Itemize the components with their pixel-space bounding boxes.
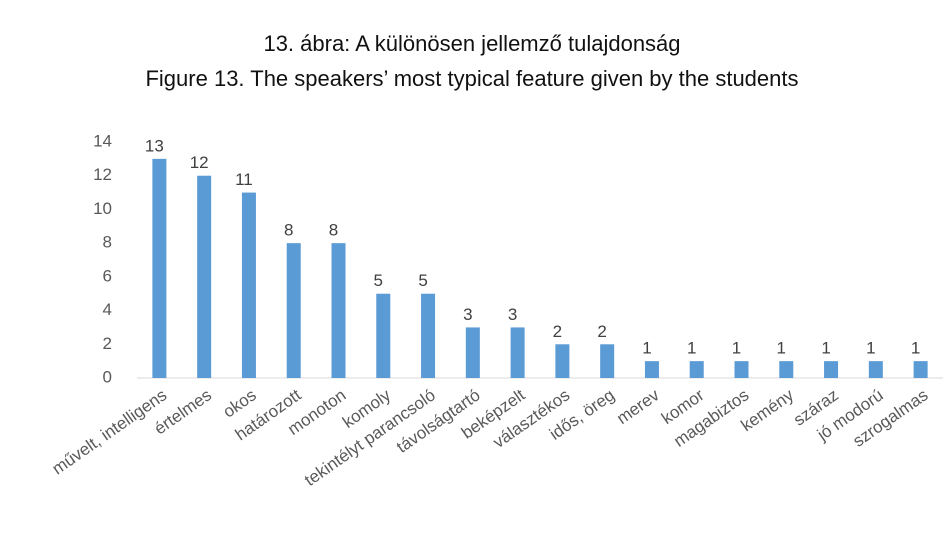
data-label: 12 xyxy=(190,153,209,172)
bar xyxy=(689,361,704,378)
data-label: 8 xyxy=(329,221,338,240)
data-label: 13 xyxy=(145,136,164,155)
data-label: 1 xyxy=(911,339,920,358)
bar xyxy=(644,361,659,378)
data-label: 1 xyxy=(642,339,651,358)
bar xyxy=(197,175,212,378)
data-label: 1 xyxy=(821,339,830,358)
data-label: 1 xyxy=(687,339,696,358)
bar xyxy=(286,243,301,378)
bar xyxy=(913,361,928,378)
bar xyxy=(779,361,794,378)
data-label: 1 xyxy=(777,339,786,358)
bar xyxy=(510,327,525,378)
data-label: 2 xyxy=(597,322,606,341)
y-tick-label: 14 xyxy=(93,131,112,150)
bar xyxy=(734,361,749,378)
data-label: 1 xyxy=(732,339,741,358)
bar xyxy=(421,293,436,378)
y-tick-label: 6 xyxy=(103,266,112,285)
bar xyxy=(465,327,480,378)
bar xyxy=(376,293,391,378)
y-tick-label: 10 xyxy=(93,199,112,218)
data-label: 3 xyxy=(508,305,517,324)
data-label: 11 xyxy=(235,170,253,189)
data-label: 5 xyxy=(418,271,427,290)
y-tick-label: 8 xyxy=(103,233,112,252)
data-label: 8 xyxy=(284,221,293,240)
bar xyxy=(241,192,256,378)
bar xyxy=(600,344,615,378)
bar xyxy=(555,344,570,378)
x-tick-label: merev xyxy=(613,385,663,428)
y-tick-label: 4 xyxy=(103,300,112,319)
chart-title: 13. ábra: A különösen jellemző tulajdons… xyxy=(263,31,680,56)
y-tick-label: 2 xyxy=(103,334,112,353)
bar xyxy=(868,361,883,378)
y-tick-label: 12 xyxy=(93,165,112,184)
data-label: 5 xyxy=(374,271,383,290)
data-label: 3 xyxy=(463,305,472,324)
chart-subtitle: Figure 13. The speakers’ most typical fe… xyxy=(145,66,798,91)
x-tick-label: művelt, intelligens xyxy=(49,385,171,478)
bar xyxy=(824,361,839,378)
y-tick-label: 0 xyxy=(103,367,112,386)
bar xyxy=(152,158,167,378)
bar xyxy=(331,243,346,378)
data-label: 1 xyxy=(866,339,875,358)
data-label: 2 xyxy=(553,322,562,341)
